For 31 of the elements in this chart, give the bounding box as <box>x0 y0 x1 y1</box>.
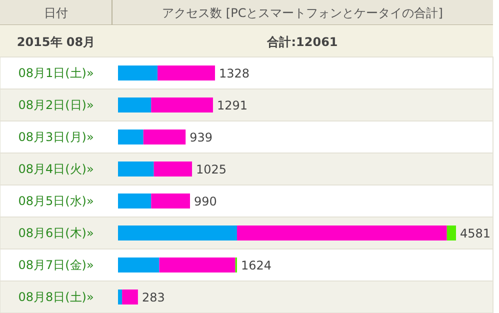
y-tick-label: 08月5日(水)» <box>18 194 94 208</box>
annotation: 1291 <box>216 98 248 112</box>
bar <box>118 194 152 208</box>
y-tick-label: 08月4日(火)» <box>18 162 94 176</box>
annotation: 990 <box>194 194 217 208</box>
y-tick-label: 08月7日(金)» <box>18 258 94 272</box>
annotation: 939 <box>190 130 213 144</box>
bar <box>159 258 236 272</box>
bar <box>118 130 144 144</box>
bar <box>151 194 190 208</box>
bar <box>158 66 216 80</box>
bar <box>118 226 237 240</box>
annotation: 283 <box>142 290 165 304</box>
bar <box>236 226 447 240</box>
text: 2015年 08月 <box>16 35 96 49</box>
annotation: 4581 <box>460 226 491 240</box>
annotation: 1624 <box>240 258 272 272</box>
y-tick-label: 08月1日(土)» <box>18 66 94 80</box>
y-tick-label: 08月3日(月)» <box>18 130 94 144</box>
bar <box>446 226 456 240</box>
bar <box>118 66 158 80</box>
y-tick-label: 08月8日(土)» <box>18 290 94 304</box>
annotation: 1328 <box>219 66 250 80</box>
annotation: 1025 <box>196 162 227 176</box>
y-tick-label: 08月6日(木)» <box>18 226 94 240</box>
y-axis-title: 日付 <box>44 6 68 20</box>
bar <box>118 258 160 272</box>
bar <box>143 130 186 144</box>
chart-title: アクセス数 [PCとスマートフォンとケータイの合計] <box>162 6 443 20</box>
text: 合計:12061 <box>266 35 338 49</box>
y-tick-label: 08月2日(日)» <box>18 98 94 112</box>
